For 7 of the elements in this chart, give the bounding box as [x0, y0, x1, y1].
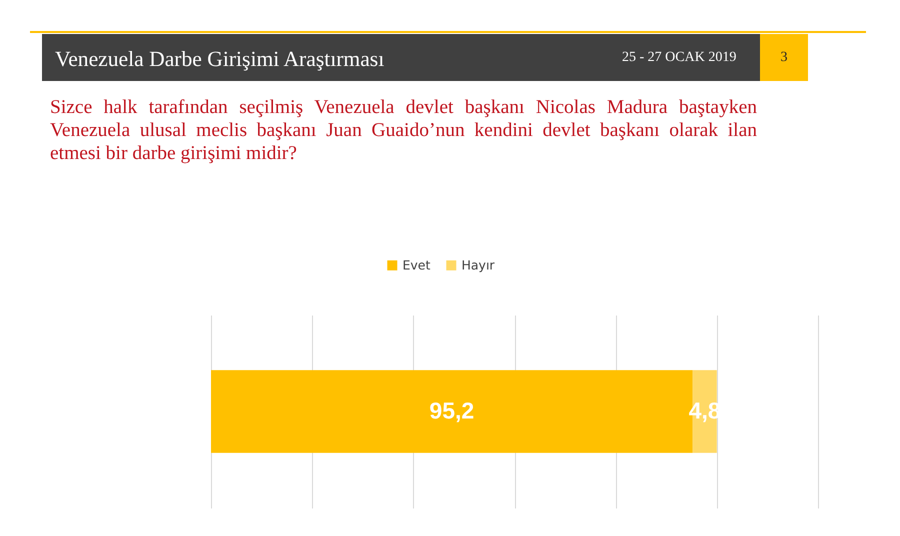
legend-label: Hayır	[462, 257, 496, 272]
text: 3	[780, 49, 788, 67]
chart-subtitle: Sizce halk tarafından seçilmiş Venezuela devlet başkanı Nicolas Madura baştayken Venezuela ulusal meclis başkanı Juan Guaido’nun kendini devlet başkanı olarak ilan etmesi bir darbe girişimi midir?	[50, 96, 757, 165]
chart-title: Venezuela Darbe Girişimi Araştırması	[55, 46, 384, 72]
legend-label: Evet	[402, 257, 430, 272]
text: 25 - 27 OCAK 2019	[622, 49, 736, 67]
data-label: 95,2	[429, 398, 474, 424]
